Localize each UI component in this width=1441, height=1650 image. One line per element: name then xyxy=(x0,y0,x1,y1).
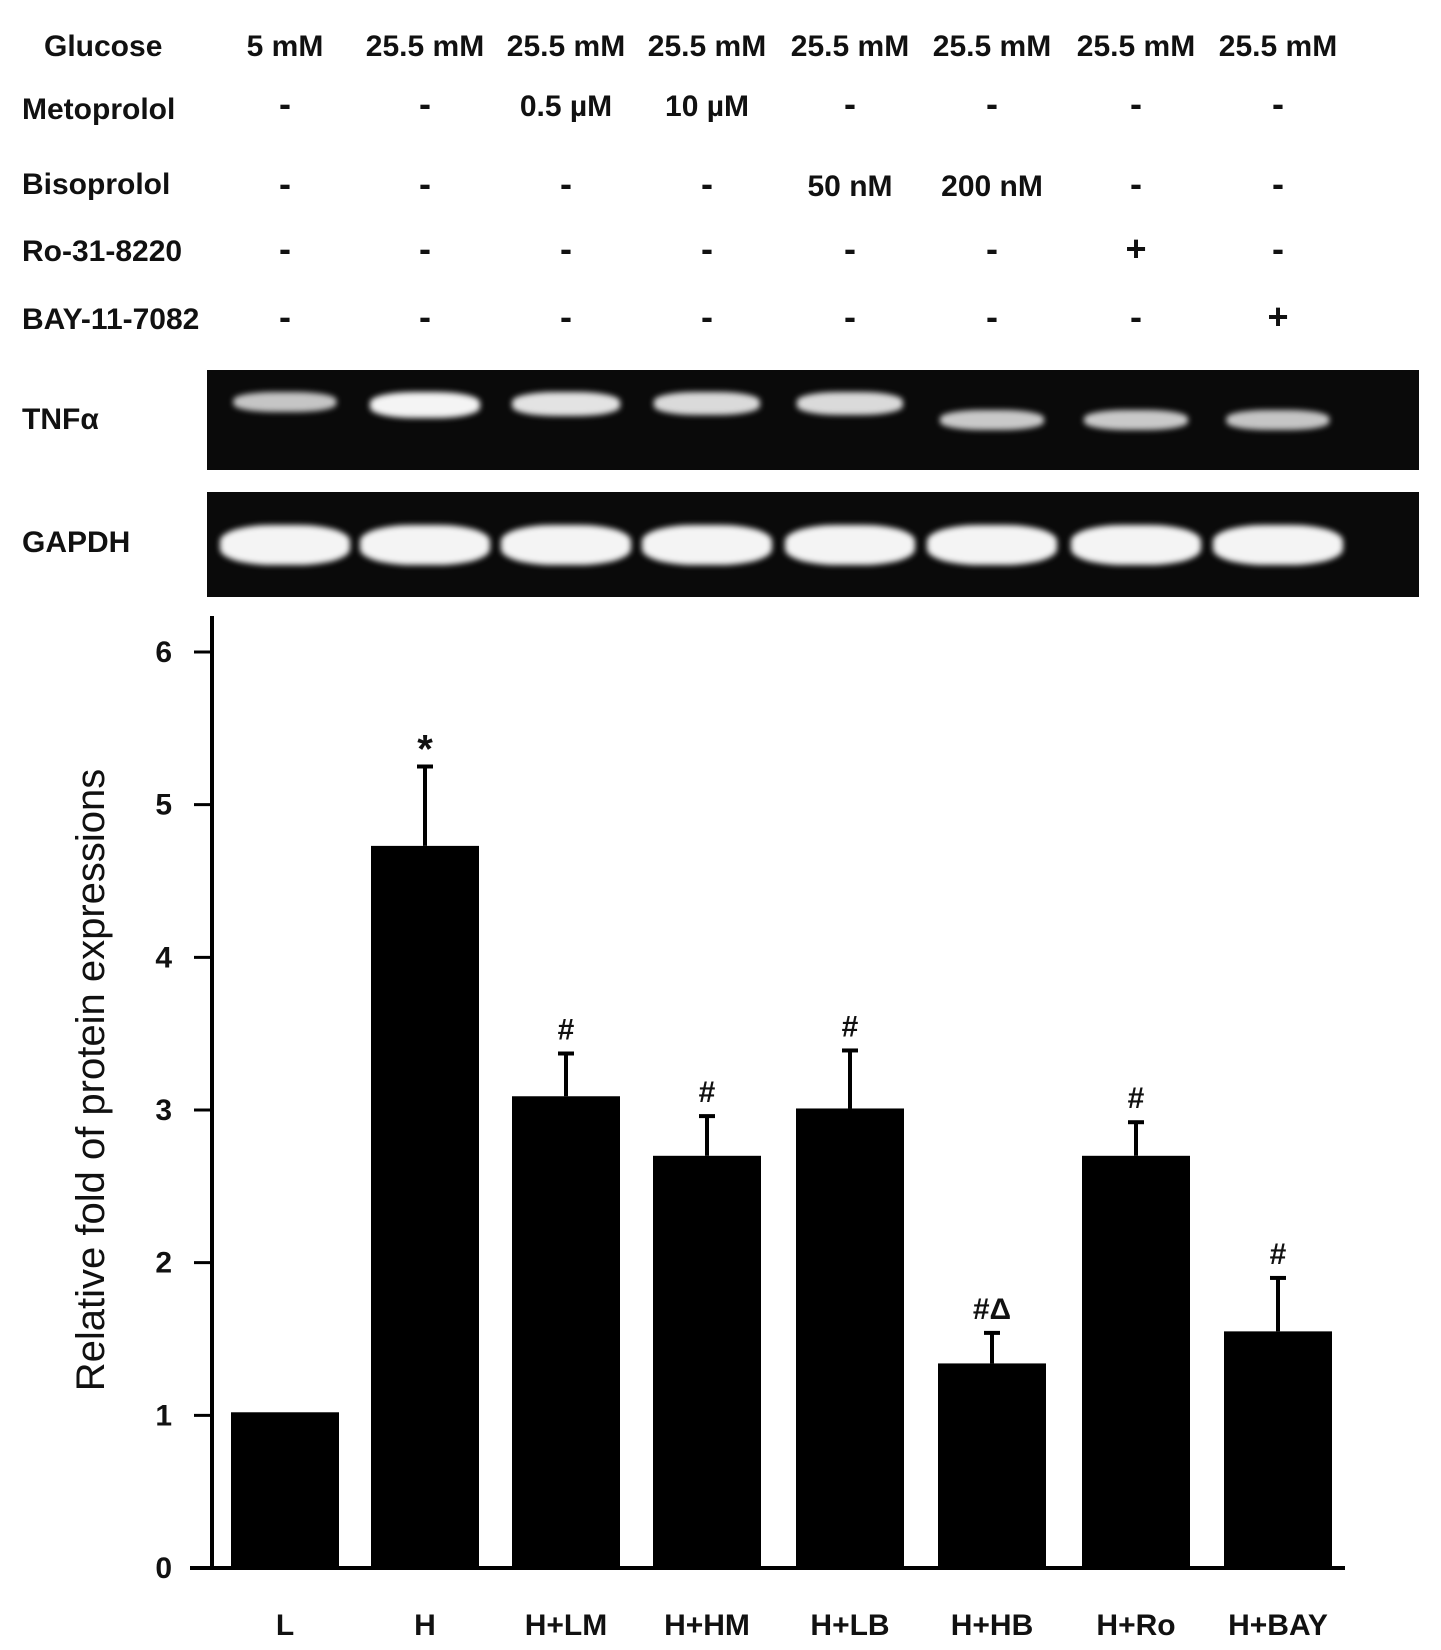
bar-chart: Relative fold of protein expressions 0 1 2… xyxy=(69,616,1345,1642)
y-tick-label: 6 xyxy=(155,636,172,669)
gel-image-tnfa xyxy=(207,370,1419,470)
row-label-bay-11-7082: BAY-11-7082 xyxy=(22,303,200,336)
cell-bay-11-7082-6: - xyxy=(986,296,998,337)
gel-band xyxy=(642,525,772,565)
cell-glucose-3: 25.5 mM xyxy=(506,30,626,63)
cell-metoprolol-2: - xyxy=(419,83,431,124)
cell-ro-31-8220-5: - xyxy=(844,228,856,269)
x-tick-label: H xyxy=(414,1609,436,1642)
x-tick-label: H+BAY xyxy=(1228,1609,1328,1642)
significance-marker: # xyxy=(558,1014,575,1047)
cell-bisoprolol-4: - xyxy=(701,163,713,204)
cell-ro-31-8220-2: - xyxy=(419,228,431,269)
cell-bay-11-7082-3: - xyxy=(560,296,572,337)
cell-bisoprolol-8: - xyxy=(1272,163,1284,204)
significance-marker: * xyxy=(417,728,433,772)
bar-h+hb xyxy=(938,1363,1046,1568)
cell-glucose-8: 25.5 mM xyxy=(1218,30,1338,63)
gel-band xyxy=(1226,410,1330,430)
gel-image-gapdh xyxy=(207,492,1419,597)
gel-band xyxy=(653,392,761,415)
gel-band xyxy=(785,525,915,565)
gel-band xyxy=(501,525,631,565)
row-label-metoprolol: Metoprolol xyxy=(22,93,176,126)
cell-glucose-7: 25.5 mM xyxy=(1076,30,1196,63)
row-label-bisoprolol: Bisoprolol xyxy=(22,168,171,201)
significance-marker: # xyxy=(1270,1238,1287,1271)
cell-glucose-5: 25.5 mM xyxy=(790,30,910,63)
gel-band xyxy=(927,525,1057,565)
x-tick-label: H+Ro xyxy=(1096,1609,1175,1642)
cell-ro-31-8220-7: + xyxy=(1125,228,1147,269)
cell-bay-11-7082-5: - xyxy=(844,296,856,337)
cell-ro-31-8220-4: - xyxy=(701,228,713,269)
significance-marker: # xyxy=(842,1010,859,1043)
cell-glucose-1: 5 mM xyxy=(246,30,324,63)
cell-bay-11-7082-2: - xyxy=(419,296,431,337)
gel-band xyxy=(512,392,620,416)
cell-glucose-2: 25.5 mM xyxy=(365,30,485,63)
row-label-ro-31-8220: Ro-31-8220 xyxy=(22,235,183,268)
cell-metoprolol-6: - xyxy=(986,83,998,124)
bar-h+lb xyxy=(796,1108,904,1568)
gel-label-tnfa: TNFα xyxy=(22,403,99,436)
cell-ro-31-8220-3: - xyxy=(560,228,572,269)
y-tick-label: 1 xyxy=(155,1399,172,1432)
cell-metoprolol-5: - xyxy=(844,83,856,124)
gel-band xyxy=(370,392,480,418)
bar-h+hm xyxy=(653,1155,761,1568)
y-tick-label: 3 xyxy=(155,1094,172,1127)
bar-l xyxy=(231,1412,339,1568)
cell-bisoprolol-1: - xyxy=(279,163,291,204)
gel-band xyxy=(1071,525,1201,565)
significance-marker: # xyxy=(699,1076,716,1109)
gel-band xyxy=(233,392,337,412)
cell-bisoprolol-7: - xyxy=(1130,163,1142,204)
gel-band xyxy=(360,525,490,565)
x-tick-label: H+HM xyxy=(664,1609,750,1642)
gel-band xyxy=(1084,410,1188,431)
cell-bisoprolol-3: - xyxy=(560,163,572,204)
cell-ro-31-8220-6: - xyxy=(986,228,998,269)
cell-bay-11-7082-1: - xyxy=(279,296,291,337)
cell-glucose-4: 25.5 mM xyxy=(647,30,767,63)
row-label-glucose: Glucose xyxy=(44,30,163,63)
bar-h+bay xyxy=(1224,1331,1332,1568)
y-tick-label: 5 xyxy=(155,789,172,822)
cell-ro-31-8220-8: - xyxy=(1272,228,1284,269)
gel-label-gapdh: GAPDH xyxy=(22,526,131,559)
cell-glucose-6: 25.5 mM xyxy=(932,30,1052,63)
bar-h+ro xyxy=(1082,1155,1190,1568)
cell-bay-11-7082-7: - xyxy=(1130,296,1142,337)
cell-bisoprolol-5: 50 nM xyxy=(807,170,893,203)
cell-metoprolol-3: 0.5 µM xyxy=(519,90,613,123)
cell-metoprolol-7: - xyxy=(1130,83,1142,124)
x-tick-label: H+LM xyxy=(525,1609,608,1642)
cell-metoprolol-4: 10 µM xyxy=(665,90,749,123)
cell-metoprolol-8: - xyxy=(1272,83,1284,124)
cell-bisoprolol-2: - xyxy=(419,163,431,204)
y-tick-label: 0 xyxy=(155,1552,172,1585)
gel-band xyxy=(1213,525,1343,565)
bar-h+lm xyxy=(512,1096,620,1568)
cell-ro-31-8220-1: - xyxy=(279,228,291,269)
gel-band xyxy=(940,410,1044,431)
y-axis-label: Relative fold of protein expressions xyxy=(69,769,113,1392)
cell-metoprolol-1: - xyxy=(279,83,291,124)
gel-band xyxy=(796,392,904,415)
x-tick-label: H+HB xyxy=(951,1609,1034,1642)
cell-bay-11-7082-4: - xyxy=(701,296,713,337)
y-tick-label: 4 xyxy=(155,941,172,974)
gel-band xyxy=(220,525,350,565)
bar-h xyxy=(371,845,479,1568)
y-tick-label: 2 xyxy=(155,1247,172,1280)
cell-bisoprolol-6: 200 nM xyxy=(941,170,1043,203)
significance-marker: # xyxy=(1128,1082,1145,1115)
x-tick-label: H+LB xyxy=(810,1609,889,1642)
x-tick-label: L xyxy=(276,1609,294,1642)
significance-marker: #Δ xyxy=(973,1293,1011,1326)
cell-bay-11-7082-8: + xyxy=(1267,296,1289,337)
